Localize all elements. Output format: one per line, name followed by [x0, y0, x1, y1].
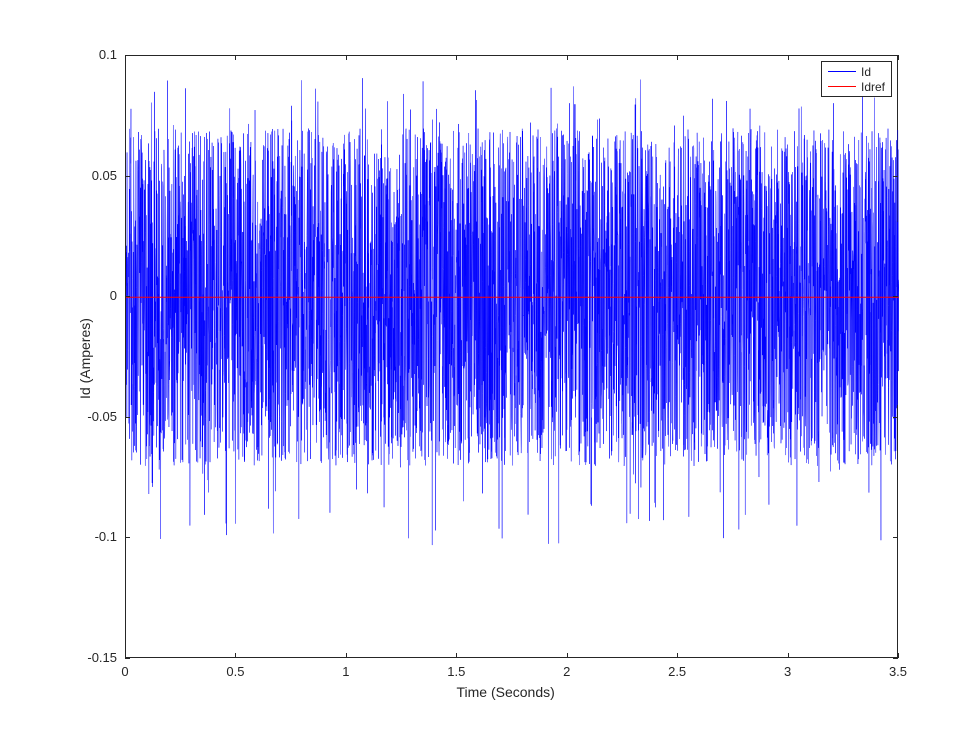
x-tick-label: 1.5	[431, 664, 481, 679]
chart-axes	[125, 55, 898, 658]
y-tick-label: -0.05	[87, 409, 117, 424]
legend-swatch-icon	[828, 86, 856, 87]
x-tick-label: 3.5	[873, 664, 923, 679]
y-tick-label: 0.1	[99, 47, 117, 62]
y-axis-label: Id (Amperes)	[77, 318, 93, 399]
x-tick-label: 0	[100, 664, 150, 679]
x-tick-label: 3	[763, 664, 813, 679]
y-tick-label: -0.15	[87, 650, 117, 665]
y-tick-label: 0	[110, 288, 117, 303]
y-tick-label: -0.1	[95, 529, 117, 544]
x-tick-label: 1	[321, 664, 371, 679]
legend-swatch-icon	[828, 71, 856, 72]
x-tick-label: 0.5	[210, 664, 260, 679]
figure: -0.15 -0.1 -0.05 0 0.05 0.1 0 0.5 1 1.5 …	[0, 0, 959, 737]
legend: Id Idref	[821, 61, 892, 97]
legend-label: Idref	[861, 80, 885, 94]
series-id	[126, 78, 899, 545]
legend-item: Id	[828, 64, 885, 79]
legend-item: Idref	[828, 79, 885, 94]
x-tick-label: 2.5	[652, 664, 702, 679]
x-tick-label: 2	[542, 664, 592, 679]
x-axis-label: Time (Seconds)	[457, 684, 555, 700]
y-tick-label: 0.05	[92, 168, 117, 183]
plot-canvas	[126, 56, 899, 659]
legend-label: Id	[861, 65, 871, 79]
